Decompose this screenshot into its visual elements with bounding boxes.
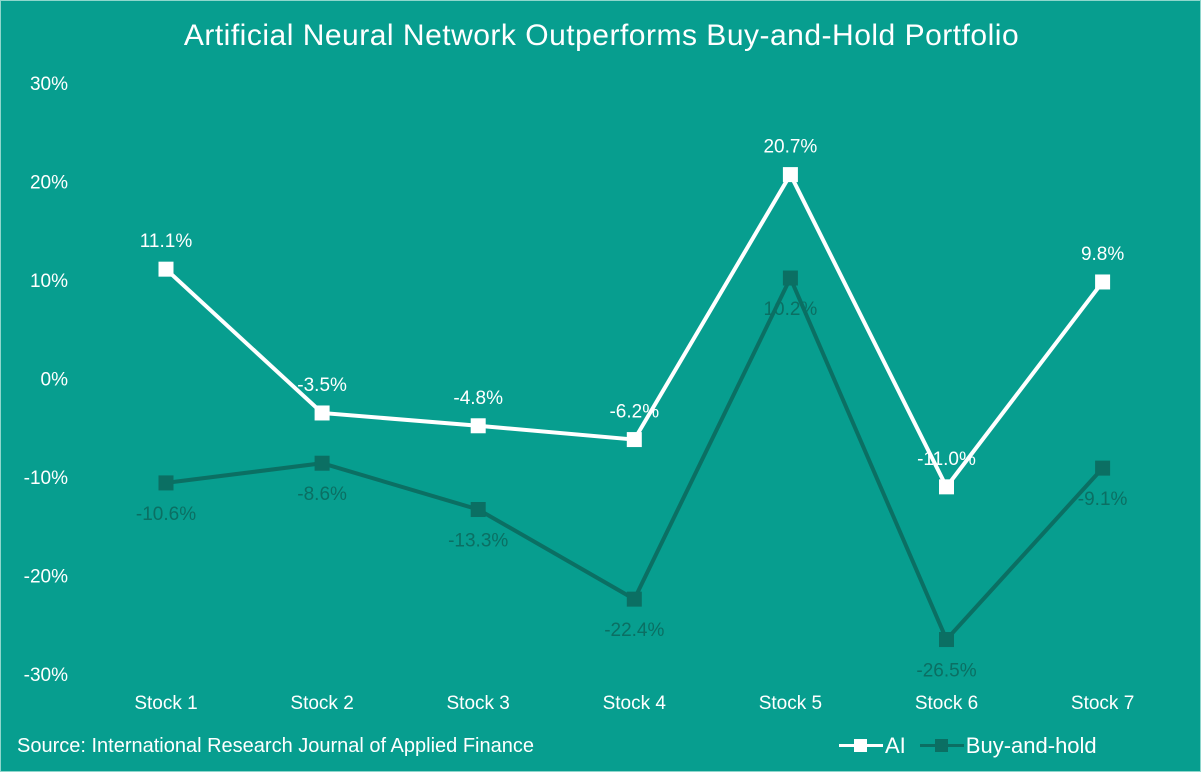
data-label-ai: 9.8% xyxy=(1081,244,1124,265)
legend: AI Buy-and-hold xyxy=(839,733,1111,759)
data-point-ai xyxy=(939,479,954,495)
data-label-ai: -4.8% xyxy=(453,388,503,409)
legend-marker-buy-and-hold xyxy=(934,739,948,752)
data-label-buy-and-hold: -9.1% xyxy=(1078,489,1128,510)
y-tick-label: -30% xyxy=(24,665,68,686)
y-tick-label: 30% xyxy=(30,74,68,95)
chart-title: Artificial Neural Network Outperforms Bu… xyxy=(183,19,1020,52)
data-point-buy-and-hold xyxy=(626,591,642,607)
legend-item-buy-and-hold: Buy-and-hold xyxy=(919,733,1097,759)
data-label-ai: -11.0% xyxy=(917,449,976,470)
data-label-buy-and-hold: -10.6% xyxy=(136,504,196,525)
data-label-buy-and-hold: 10.2% xyxy=(763,299,817,320)
x-tick-label: Stock 2 xyxy=(290,693,353,714)
data-label-ai: 20.7% xyxy=(763,137,817,158)
legend-item-ai: AI xyxy=(839,733,906,759)
data-point-buy-and-hold xyxy=(939,632,954,648)
data-point-ai xyxy=(782,167,798,183)
data-point-buy-and-hold xyxy=(1095,460,1111,476)
source-note: Source: International Research Journal o… xyxy=(17,735,534,757)
data-point-ai xyxy=(1095,274,1111,290)
data-label-ai: -3.5% xyxy=(297,375,347,396)
data-point-ai xyxy=(314,405,330,421)
data-point-buy-and-hold xyxy=(782,270,798,286)
y-tick-label: 20% xyxy=(30,173,68,194)
y-tick-label: -20% xyxy=(24,567,68,588)
x-tick-label: Stock 4 xyxy=(603,693,667,714)
data-label-ai: -6.2% xyxy=(609,402,659,423)
y-tick-label: -10% xyxy=(24,468,68,489)
data-point-ai xyxy=(626,432,642,448)
data-point-ai xyxy=(158,261,174,277)
legend-swatch-ai xyxy=(839,736,883,756)
data-point-buy-and-hold xyxy=(158,475,174,491)
x-tick-label: Stock 3 xyxy=(447,693,510,714)
legend-label-ai: AI xyxy=(885,733,906,758)
legend-marker-ai xyxy=(854,739,867,752)
y-tick-label: 0% xyxy=(41,370,69,391)
data-label-buy-and-hold: -26.5% xyxy=(916,661,976,682)
legend-label-buy-and-hold: Buy-and-hold xyxy=(965,733,1097,758)
y-tick-label: 10% xyxy=(30,271,68,292)
data-label-ai: 11.1% xyxy=(140,231,193,252)
legend-swatch-buy-and-hold xyxy=(919,736,964,756)
data-label-buy-and-hold: -13.3% xyxy=(448,531,508,552)
data-point-buy-and-hold xyxy=(470,502,486,518)
data-point-ai xyxy=(470,418,486,434)
data-label-buy-and-hold: -22.4% xyxy=(604,620,664,641)
x-tick-label: Stock 6 xyxy=(915,693,978,714)
x-tick-label: Stock 7 xyxy=(1071,693,1134,714)
data-point-buy-and-hold xyxy=(314,455,330,471)
x-tick-label: Stock 5 xyxy=(759,693,822,714)
data-label-buy-and-hold: -8.6% xyxy=(297,484,347,505)
x-tick-label: Stock 1 xyxy=(134,693,197,714)
